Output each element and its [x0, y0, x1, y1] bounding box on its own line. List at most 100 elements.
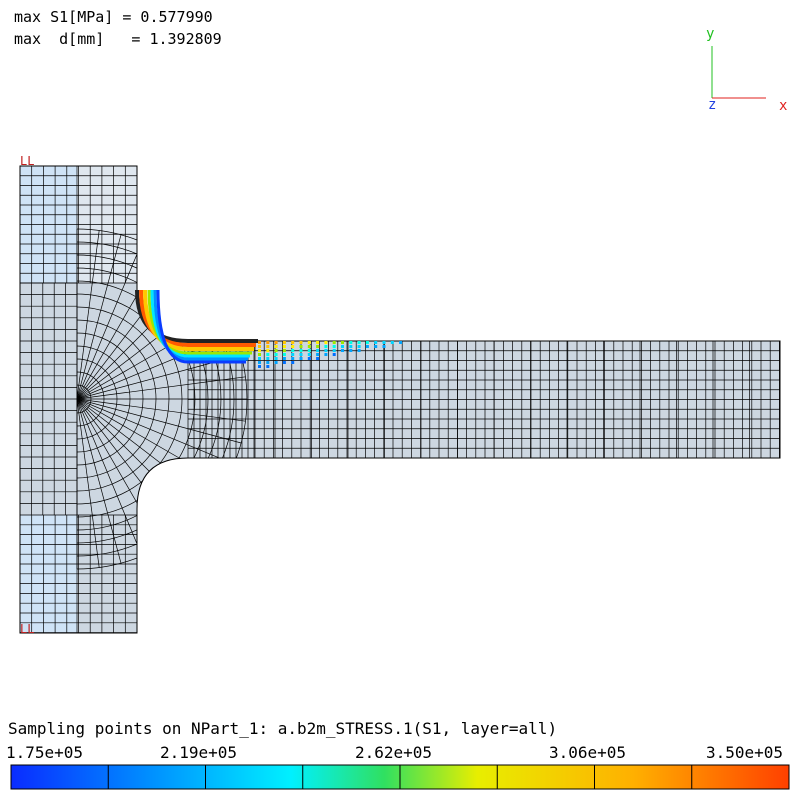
sampling-point: [390, 341, 394, 344]
legend-tick: 2.62e+05: [355, 743, 433, 762]
sampling-point: [258, 361, 261, 364]
sampling-point: [307, 353, 311, 356]
sampling-point: [266, 361, 270, 364]
sampling-point: [291, 353, 295, 356]
color-legend-bar: [10, 764, 790, 790]
sampling-point: [357, 345, 361, 348]
legend-caption: Sampling points on NPart_1: a.b2m_STRESS…: [8, 719, 558, 738]
sampling-point: [332, 353, 336, 356]
sampling-point: [307, 349, 311, 352]
mesh-arc: [76, 293, 183, 505]
sampling-point: [266, 349, 270, 352]
stress-contour: [135, 289, 403, 368]
mesh-arc: [76, 280, 196, 518]
mesh-edge: [76, 398, 235, 465]
sampling-point: [316, 357, 320, 360]
sampling-point: [291, 345, 295, 348]
mesh-edge: [76, 230, 100, 400]
sampling-point: [332, 345, 336, 348]
sampling-point: [341, 341, 344, 344]
sampling-point: [258, 353, 261, 356]
sampling-point: [258, 345, 261, 348]
sampling-point: [316, 345, 320, 348]
sampling-point: [274, 353, 278, 356]
mesh-edge: [76, 234, 122, 400]
z-axis-label: z: [708, 97, 716, 113]
mesh-edge: [76, 398, 143, 557]
sampling-point: [266, 365, 270, 368]
sampling-point: [316, 349, 320, 352]
sampling-point: [258, 349, 261, 352]
sampling-point: [282, 341, 286, 344]
sampling-point: [291, 349, 295, 352]
sampling-point: [324, 349, 328, 352]
legend-tick: 3.50e+05: [706, 743, 784, 762]
mesh-arc: [76, 371, 105, 427]
sampling-point: [382, 345, 386, 348]
max-displacement-readout: max d[mm] = 1.392809: [14, 30, 222, 48]
sampling-point: [299, 345, 303, 348]
sampling-point: [291, 357, 295, 360]
sampling-point: [316, 353, 320, 356]
sampling-point: [291, 361, 295, 364]
sampling-point: [332, 349, 336, 352]
sampling-point: [299, 349, 303, 352]
sampling-point: [266, 345, 270, 348]
sampling-point: [258, 365, 261, 368]
sampling-point: [374, 341, 378, 344]
sampling-point: [332, 341, 336, 344]
sampling-point: [274, 361, 278, 364]
mesh-arc: [76, 358, 118, 440]
sampling-point: [266, 353, 270, 356]
contour-band: [156, 289, 246, 364]
sampling-point: [274, 357, 278, 360]
sampling-point: [341, 349, 344, 352]
sampling-point: [307, 341, 311, 344]
sampling-point: [365, 341, 369, 344]
mesh-lines: [20, 166, 780, 633]
sampling-point: [324, 345, 328, 348]
mesh-arc: [76, 319, 157, 479]
mesh-arc: [76, 384, 92, 414]
sampling-point: [324, 353, 328, 356]
sampling-point: [258, 341, 261, 344]
sampling-point: [349, 345, 353, 348]
sampling-point: [307, 345, 311, 348]
sampling-point: [307, 357, 311, 360]
sampling-point: [357, 349, 361, 352]
sampling-point: [282, 349, 286, 352]
axis-triad: y x z: [706, 26, 787, 114]
sampling-point: [266, 341, 270, 344]
mesh-edge: [76, 398, 246, 422]
sampling-point: [282, 353, 286, 356]
fe-mesh[interactable]: [19, 165, 781, 634]
sampling-point: [316, 341, 320, 344]
sampling-point: [274, 349, 278, 352]
sampling-point: [274, 345, 278, 348]
sampling-point: [365, 345, 369, 348]
sampling-point: [282, 345, 286, 348]
sampling-point: [399, 341, 403, 344]
sampling-point: [374, 345, 378, 348]
sampling-point: [299, 341, 303, 344]
sampling-point: [349, 341, 353, 344]
sampling-point: [282, 357, 286, 360]
legend-tick: 2.19e+05: [160, 743, 238, 762]
marker-top: LL: [20, 154, 34, 168]
legend-tick: 3.06e+05: [549, 743, 627, 762]
mesh-edge: [76, 241, 143, 400]
mesh-edge: [76, 398, 242, 444]
mesh-arc: [76, 332, 144, 466]
sampling-point: [274, 341, 278, 344]
sampling-point: [282, 361, 286, 364]
sampling-point: [357, 341, 361, 344]
mesh-edge: [76, 376, 246, 400]
y-axis-label: y: [706, 26, 714, 42]
mesh-edge: [76, 398, 100, 568]
sampling-point: [299, 353, 303, 356]
sampling-point: [299, 357, 303, 360]
sampling-point: [291, 341, 295, 344]
sampling-point: [341, 345, 344, 348]
x-axis-label: x: [779, 98, 787, 114]
